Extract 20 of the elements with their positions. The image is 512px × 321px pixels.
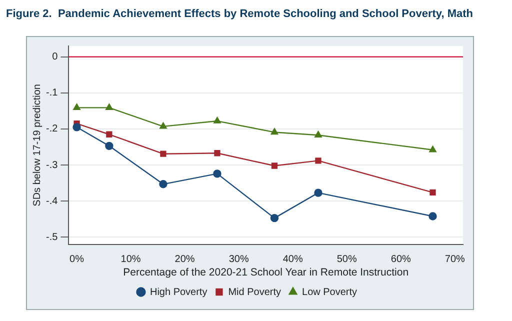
y-tick-label: 0 bbox=[52, 52, 58, 63]
x-tick-label: 10% bbox=[120, 254, 141, 266]
y-tick-label: -.5 bbox=[46, 232, 58, 243]
x-tick-label: 70% bbox=[444, 254, 466, 266]
y-tick-label: -.4 bbox=[46, 196, 58, 207]
x-tick-label: 40% bbox=[282, 254, 303, 266]
y-tick-label: -.3 bbox=[46, 160, 58, 171]
y-tick-label: -.1 bbox=[46, 88, 58, 99]
x-axis-title: Percentage of the 2020-21 School Year in Remote Instruction bbox=[123, 266, 409, 279]
x-tick-label: 0% bbox=[70, 254, 84, 266]
x-tick-label: 30% bbox=[228, 254, 249, 266]
chart-title: Figure 2. Pandemic Achievement Effects by Remote Schooling and School Poverty, Math bbox=[5, 7, 474, 22]
y-tick-label: -.2 bbox=[46, 124, 58, 135]
y-axis-title: SDs below 17-19 prediction bbox=[32, 84, 43, 206]
legend-label: Mid Poverty bbox=[228, 286, 282, 298]
legend-label: High Poverty bbox=[150, 286, 208, 298]
x-tick-label: 60% bbox=[390, 254, 411, 266]
x-tick-label: 50% bbox=[336, 254, 357, 266]
x-tick-label: 20% bbox=[174, 254, 195, 266]
legend-label: Low Poverty bbox=[302, 286, 358, 298]
